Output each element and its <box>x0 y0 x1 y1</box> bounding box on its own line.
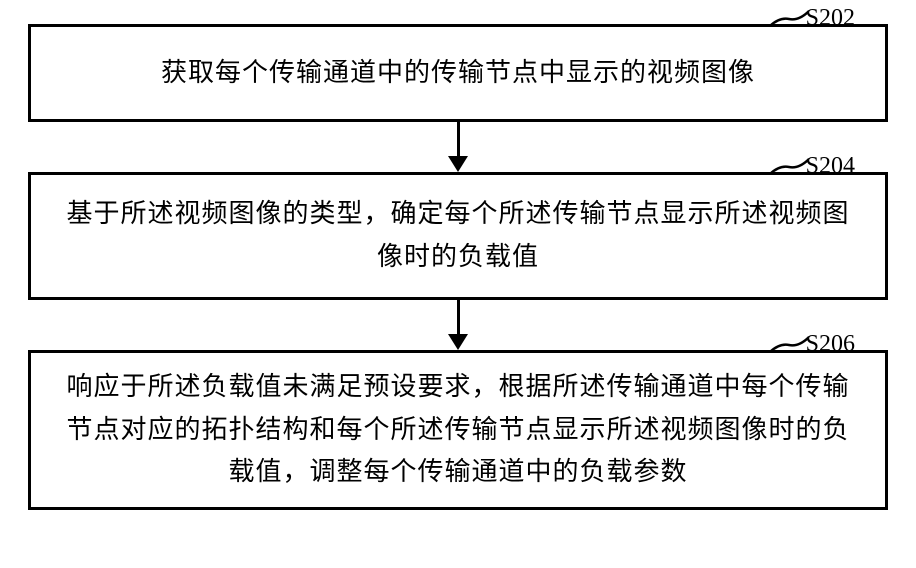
arrow-head-icon <box>448 334 468 350</box>
arrow-head-icon <box>448 156 468 172</box>
flowchart-step-s206: S206 响应于所述负载值未满足预设要求，根据所述传输通道中每个传输节点对应的拓… <box>28 350 888 510</box>
step-label: S202 <box>806 5 855 32</box>
flowchart-step-s204: S204 基于所述视频图像的类型，确定每个所述传输节点显示所述视频图像时的负载值 <box>28 172 888 300</box>
arrow-line <box>457 122 460 158</box>
label-connector-curve <box>769 157 809 175</box>
label-connector-curve <box>769 9 809 27</box>
flowchart-container: S202 获取每个传输通道中的传输节点中显示的视频图像 S204 基于所述视频图… <box>28 24 888 510</box>
step-text: 获取每个传输通道中的传输节点中显示的视频图像 <box>161 52 755 95</box>
step-label: S204 <box>806 153 855 180</box>
arrow-line <box>457 300 460 336</box>
step-label: S206 <box>806 331 855 358</box>
arrow-connector <box>28 300 888 350</box>
step-text: 响应于所述负载值未满足预设要求，根据所述传输通道中每个传输节点对应的拓扑结构和每… <box>61 366 855 495</box>
label-connector-curve <box>769 335 809 353</box>
flowchart-step-s202: S202 获取每个传输通道中的传输节点中显示的视频图像 <box>28 24 888 122</box>
step-text: 基于所述视频图像的类型，确定每个所述传输节点显示所述视频图像时的负载值 <box>61 193 855 279</box>
arrow-connector <box>28 122 888 172</box>
